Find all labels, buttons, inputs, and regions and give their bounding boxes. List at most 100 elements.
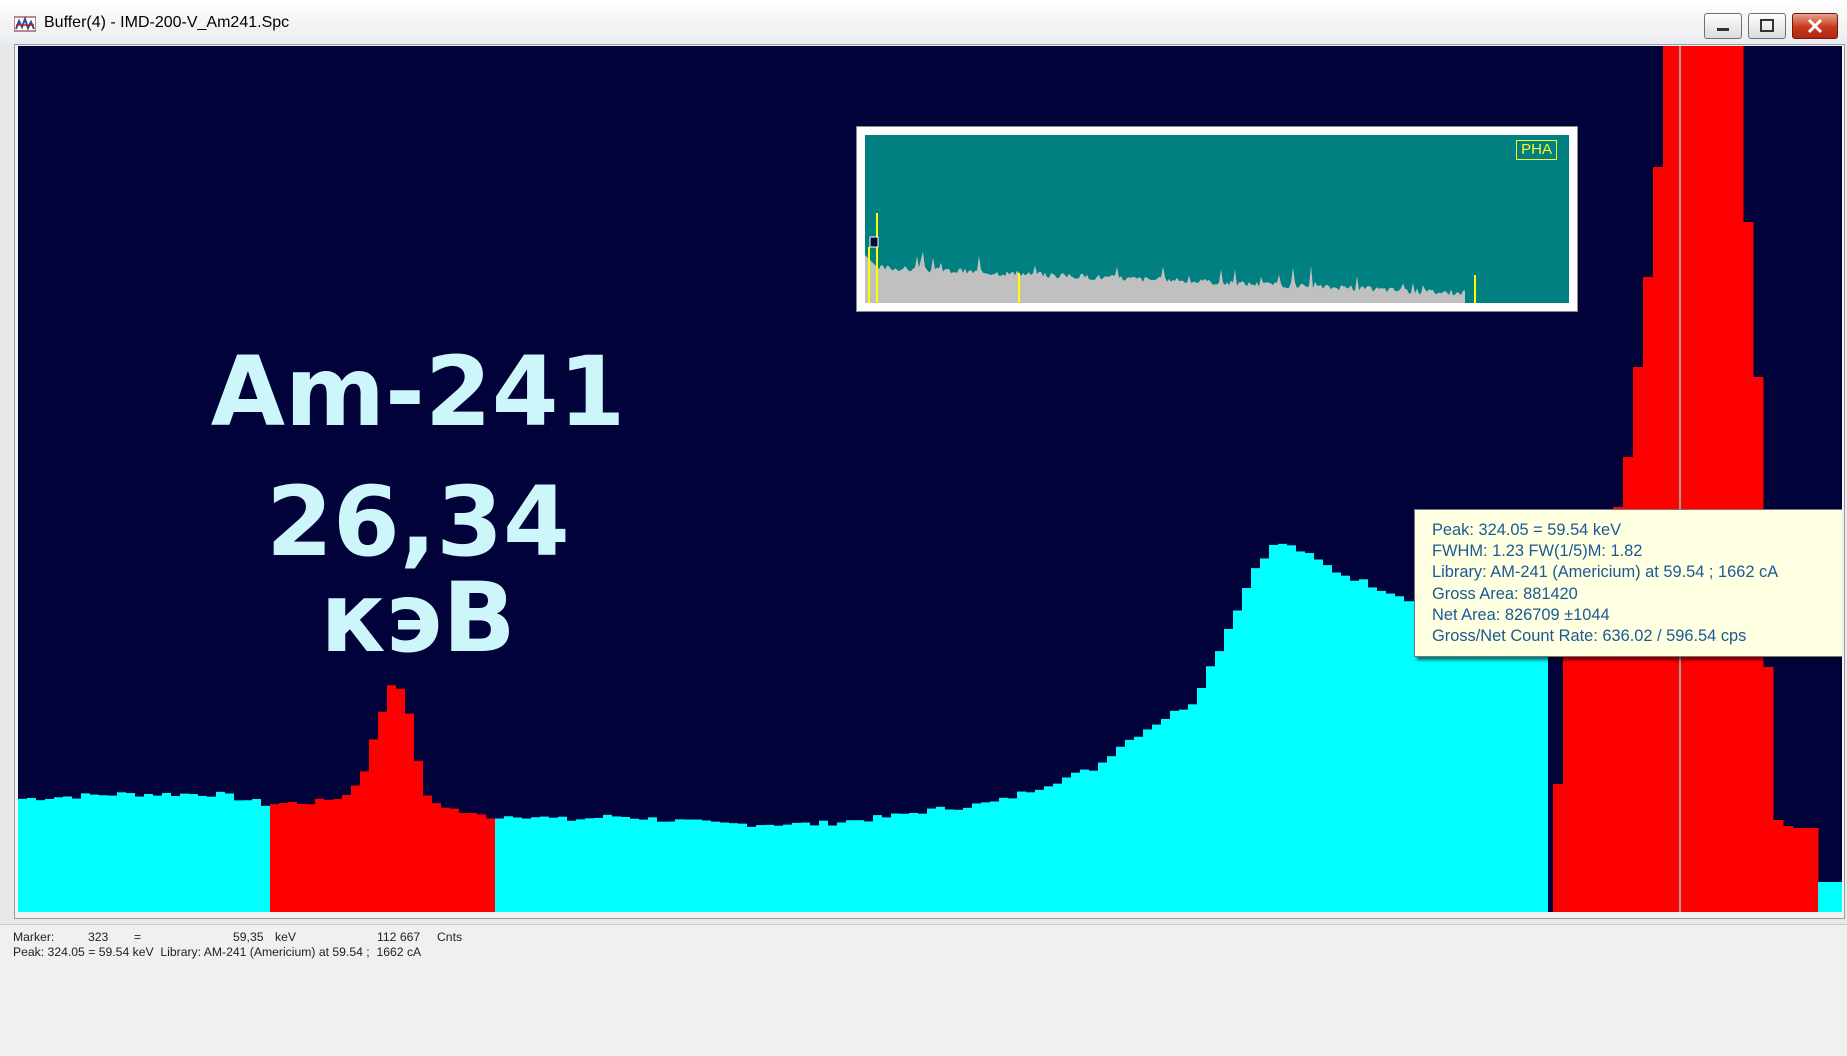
roi-bar bbox=[450, 808, 459, 912]
spectrum-bar bbox=[918, 813, 927, 912]
spectrum-bar bbox=[990, 801, 999, 912]
spectrum-bar bbox=[729, 823, 738, 912]
spectrum-bar bbox=[180, 793, 189, 912]
spectrum-bar bbox=[1530, 638, 1539, 912]
spectrum-bar bbox=[864, 821, 873, 912]
roi-bar bbox=[1553, 784, 1564, 912]
spectrum-bar bbox=[54, 797, 63, 912]
spectrum-bar bbox=[1323, 565, 1332, 912]
spectrum-bar bbox=[1197, 687, 1206, 912]
minimize-button[interactable] bbox=[1704, 13, 1742, 39]
spectrum-bar bbox=[621, 816, 630, 912]
minimize-icon bbox=[1717, 28, 1729, 31]
spectrum-bar bbox=[1215, 651, 1224, 912]
spectrum-bar bbox=[1017, 791, 1026, 912]
roi-bar bbox=[333, 799, 342, 912]
spectrum-bar bbox=[801, 822, 810, 912]
spectrum-bar bbox=[1341, 575, 1350, 912]
spectrum-bar bbox=[198, 795, 207, 912]
roi-bar bbox=[342, 795, 351, 912]
spectrum-bar bbox=[711, 821, 720, 912]
spectrum-bar bbox=[189, 794, 198, 912]
spectrum-bar bbox=[558, 816, 567, 912]
spectrum-bar bbox=[666, 821, 675, 912]
spectrum-bar bbox=[1449, 611, 1458, 912]
spectrum-bar bbox=[765, 824, 774, 912]
close-button[interactable] bbox=[1792, 13, 1838, 39]
spectrum-bar bbox=[1107, 756, 1116, 912]
spectrum-bar bbox=[873, 815, 882, 912]
spectrum-bar bbox=[1035, 789, 1044, 912]
overview-plot[interactable]: PHA bbox=[865, 135, 1569, 303]
spectrum-bar bbox=[927, 808, 936, 912]
spectrum-bar bbox=[1152, 724, 1161, 912]
spectrum-bar bbox=[720, 822, 729, 912]
spectrum-bar bbox=[1377, 590, 1386, 912]
marker-counts: 112 667 bbox=[377, 930, 421, 944]
spectrum-bar bbox=[1170, 710, 1179, 912]
spectrum-bar bbox=[504, 816, 513, 912]
spectrum-bar bbox=[549, 817, 558, 912]
spectrum-bar bbox=[1080, 769, 1089, 912]
spectrum-bar bbox=[1233, 610, 1242, 912]
client-area: Am-241 26,34 кэВ PHA Peak: 324.05 = 59.5… bbox=[0, 44, 1847, 924]
title-bar: Buffer(4) - IMD-200-V_Am241.Spc bbox=[0, 0, 1847, 45]
spectrum-bar bbox=[963, 807, 972, 912]
marker-energy: 59,35 bbox=[233, 930, 264, 944]
spectrum-bar bbox=[999, 797, 1008, 912]
roi-bar bbox=[432, 803, 441, 912]
spectrum-bar bbox=[1503, 630, 1512, 912]
overview-panel[interactable]: PHA bbox=[856, 126, 1578, 312]
spectrum-plot[interactable]: Am-241 26,34 кэВ PHA Peak: 324.05 = 59.5… bbox=[18, 46, 1842, 912]
spectrum-bar bbox=[954, 809, 963, 912]
roi-bar bbox=[378, 711, 387, 912]
spectrum-bar bbox=[1224, 628, 1233, 912]
maximize-button[interactable] bbox=[1748, 13, 1786, 39]
spectrum-bar bbox=[783, 824, 792, 912]
marker-label: Marker: bbox=[13, 930, 55, 944]
energy-label: 26,34 кэВ bbox=[266, 466, 570, 674]
roi-bar bbox=[1593, 547, 1604, 912]
spectrum-bar bbox=[81, 793, 90, 912]
spectrum-bar bbox=[900, 813, 909, 912]
spectrum-bar bbox=[576, 819, 585, 912]
spectrum-bar bbox=[27, 797, 36, 912]
spectrum-bar bbox=[531, 817, 540, 912]
spectrum-bar bbox=[1062, 777, 1071, 912]
roi-bar bbox=[1603, 527, 1614, 912]
marker-channel: 323 bbox=[88, 930, 109, 944]
count-rate-line: Gross/Net Count Rate: 636.02 / 596.54 cp… bbox=[1432, 627, 1747, 646]
spectrum-bar bbox=[792, 822, 801, 912]
spectrum-app-icon bbox=[14, 16, 36, 32]
spectrum-bar bbox=[675, 819, 684, 912]
spectrum-bar bbox=[1350, 580, 1359, 912]
spectrum-bar bbox=[1368, 587, 1377, 912]
overview-zoom-window[interactable] bbox=[869, 236, 879, 248]
spectrum-bar bbox=[1242, 588, 1251, 912]
spectrum-bar bbox=[936, 806, 945, 912]
roi-bar bbox=[405, 713, 414, 912]
spectrum-bar bbox=[972, 803, 981, 912]
spectrum-bar bbox=[747, 826, 756, 912]
spectrum-bar bbox=[261, 805, 270, 912]
spectrum-bar bbox=[1485, 622, 1494, 912]
spectrum-bar bbox=[1008, 798, 1017, 912]
spectrum-bar bbox=[693, 819, 702, 912]
spectrum-bar bbox=[1476, 624, 1485, 912]
spectrum-bar bbox=[1413, 601, 1422, 912]
roi-bar bbox=[1686, 46, 1734, 912]
spectrum-bar bbox=[162, 792, 171, 912]
pha-badge: PHA bbox=[1516, 140, 1557, 160]
spectrum-bar bbox=[153, 795, 162, 912]
roi-bar bbox=[459, 813, 468, 912]
spectrum-bar bbox=[45, 798, 54, 912]
roi-bar bbox=[288, 801, 297, 912]
spectrum-bar bbox=[612, 816, 621, 912]
roi-bar bbox=[441, 807, 450, 912]
spectrum-bar bbox=[639, 819, 648, 912]
spectrum-bar bbox=[1539, 636, 1548, 912]
spectrum-bar bbox=[495, 818, 504, 912]
spectrum-bar bbox=[18, 798, 27, 912]
spectrum-bar bbox=[882, 817, 891, 912]
roi-bar bbox=[486, 818, 495, 912]
